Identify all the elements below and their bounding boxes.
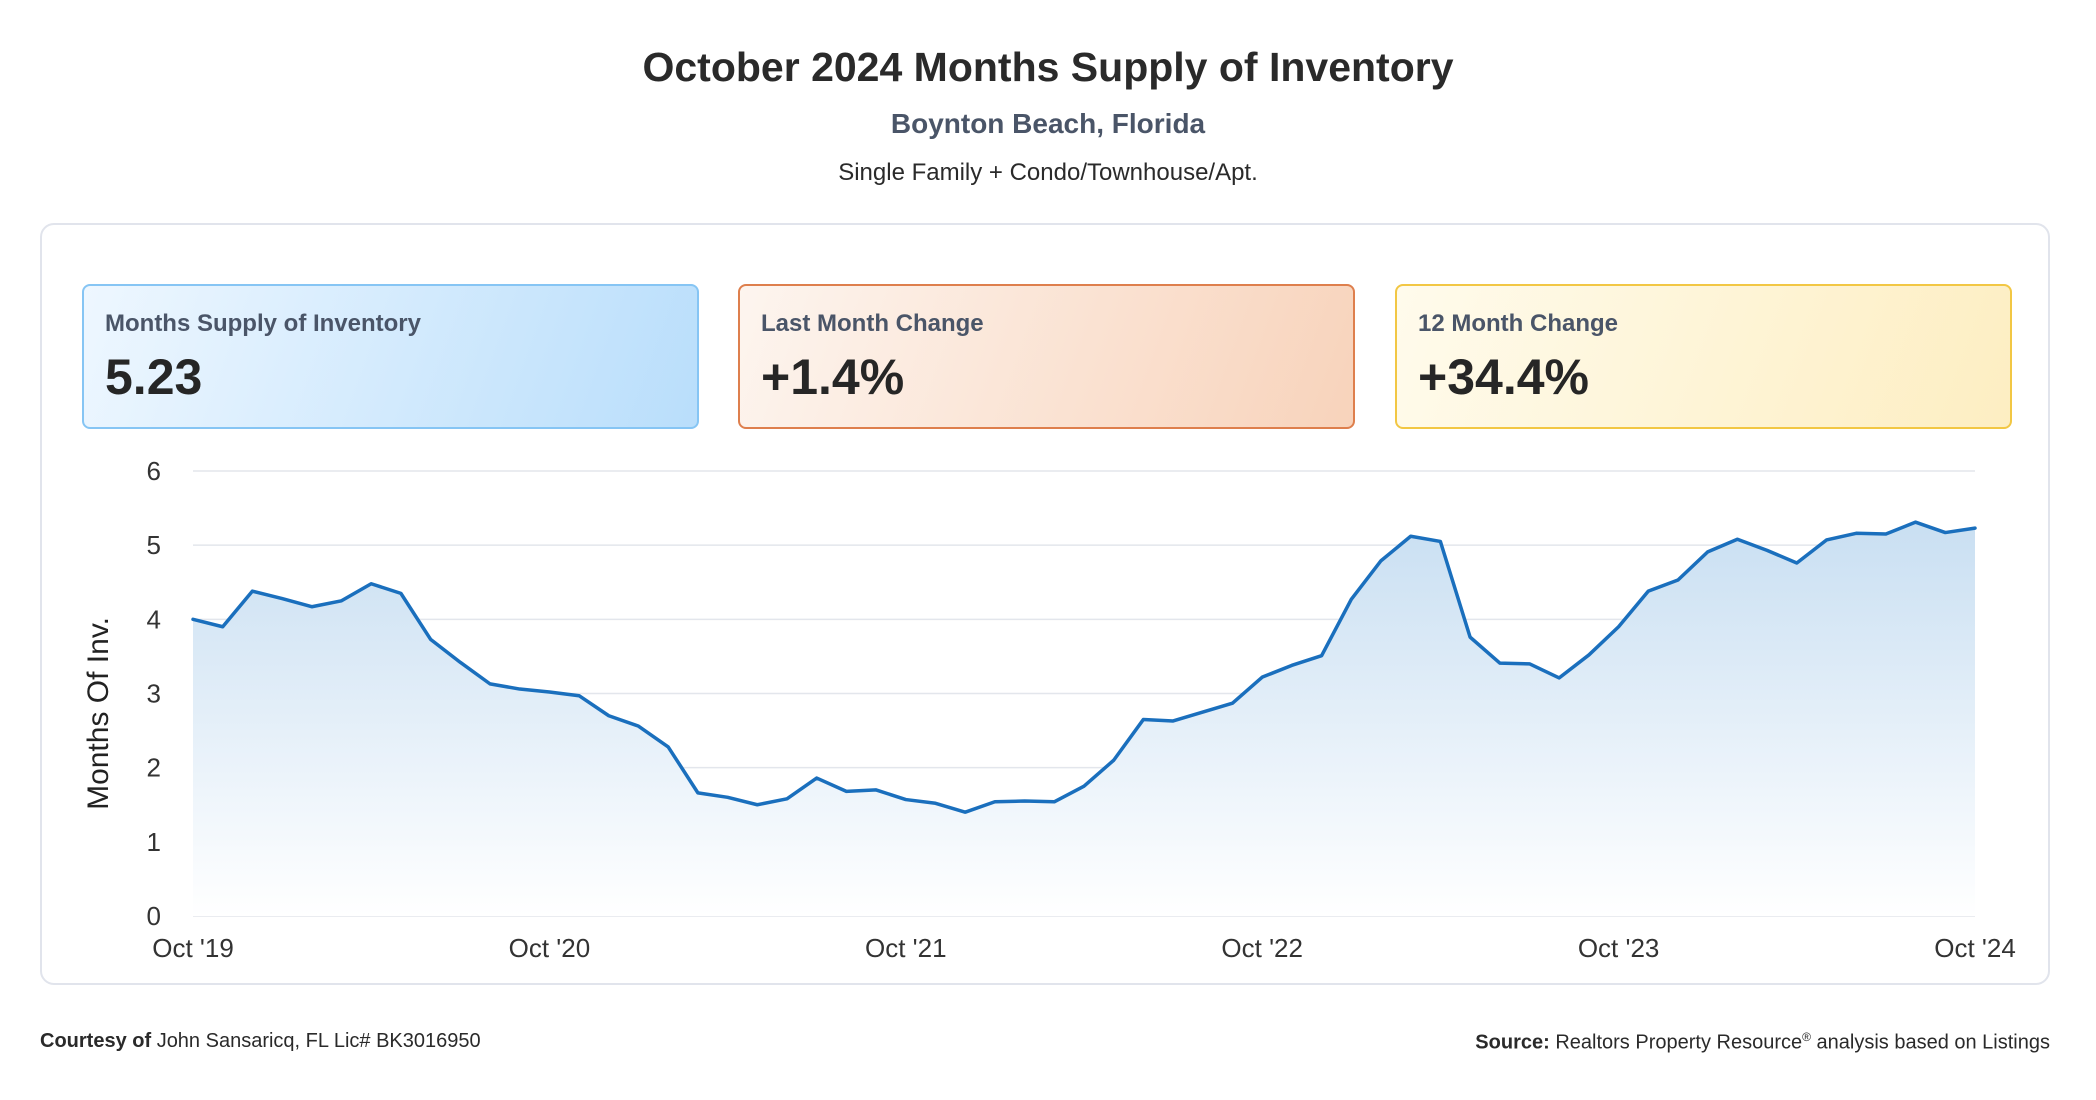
x-tick-label: Oct '22 bbox=[1221, 933, 1303, 963]
data-point bbox=[546, 689, 552, 695]
data-point bbox=[1170, 718, 1176, 724]
data-point bbox=[1378, 558, 1384, 564]
data-point bbox=[725, 794, 731, 800]
y-tick-label: 5 bbox=[147, 530, 161, 560]
data-point bbox=[457, 659, 463, 665]
data-point bbox=[1586, 652, 1592, 658]
data-point bbox=[279, 596, 285, 602]
data-point bbox=[487, 681, 493, 687]
data-point bbox=[843, 788, 849, 794]
data-point bbox=[1348, 596, 1354, 602]
data-point bbox=[903, 797, 909, 803]
data-point bbox=[665, 744, 671, 750]
data-point bbox=[1734, 536, 1740, 542]
data-point bbox=[754, 802, 760, 808]
last-month-change-card: Last Month Change +1.4% bbox=[738, 284, 1355, 429]
data-point bbox=[1467, 634, 1473, 640]
y-axis-title: Months Of Inv. bbox=[82, 617, 115, 810]
data-point bbox=[428, 636, 434, 642]
data-point bbox=[368, 581, 374, 587]
y-tick-label: 1 bbox=[147, 827, 161, 857]
data-point bbox=[1972, 525, 1978, 531]
data-point bbox=[992, 799, 998, 805]
data-point bbox=[1289, 662, 1295, 668]
y-tick-label: 6 bbox=[147, 456, 161, 486]
data-point bbox=[1527, 661, 1533, 667]
data-point bbox=[1408, 533, 1414, 539]
data-point bbox=[606, 713, 612, 719]
data-point bbox=[1764, 547, 1770, 553]
data-point bbox=[309, 604, 315, 610]
courtesy-footer: Courtesy of John Sansaricq, FL Lic# BK30… bbox=[40, 1030, 481, 1053]
data-point bbox=[190, 616, 196, 622]
x-tick-label: Oct '19 bbox=[152, 933, 234, 963]
twelve-month-change-label: 12 Month Change bbox=[1418, 310, 1619, 337]
data-point bbox=[1645, 588, 1651, 594]
y-tick-label: 4 bbox=[147, 604, 161, 634]
y-tick-label: 0 bbox=[147, 901, 161, 931]
data-point bbox=[695, 790, 701, 796]
data-point bbox=[873, 787, 879, 793]
data-point bbox=[1437, 538, 1443, 544]
data-point bbox=[1259, 674, 1265, 680]
data-point bbox=[1319, 653, 1325, 659]
data-point bbox=[1200, 709, 1206, 715]
data-point bbox=[1140, 716, 1146, 722]
area-fill bbox=[193, 522, 1975, 916]
data-point bbox=[1942, 530, 1948, 536]
data-point bbox=[784, 796, 790, 802]
source-label: Source: bbox=[1475, 1031, 1550, 1054]
data-point bbox=[220, 624, 226, 630]
y-tick-label: 2 bbox=[147, 753, 161, 783]
data-point bbox=[1616, 624, 1622, 630]
x-tick-label: Oct '21 bbox=[865, 933, 947, 963]
series-line bbox=[191, 520, 1977, 814]
data-point bbox=[398, 590, 404, 596]
twelve-month-change-value: +34.4% bbox=[1418, 349, 1589, 405]
months-supply-card: Months Supply of Inventory 5.23 bbox=[82, 284, 699, 429]
last-month-change-label: Last Month Change bbox=[761, 310, 984, 337]
x-tick-label: Oct '24 bbox=[1934, 933, 2016, 963]
data-point bbox=[1111, 757, 1117, 763]
data-point bbox=[1883, 531, 1889, 537]
data-point bbox=[1081, 783, 1087, 789]
data-point bbox=[933, 800, 939, 806]
data-point bbox=[1705, 549, 1711, 555]
data-point bbox=[1556, 675, 1562, 681]
data-point bbox=[1824, 537, 1830, 543]
registered-mark: ® bbox=[1802, 1030, 1811, 1044]
months-supply-label: Months Supply of Inventory bbox=[105, 310, 421, 337]
data-point bbox=[1230, 700, 1236, 706]
data-point bbox=[636, 723, 642, 729]
data-point bbox=[249, 588, 255, 594]
data-point bbox=[576, 693, 582, 699]
data-point bbox=[814, 775, 820, 781]
x-tick-label: Oct '20 bbox=[509, 933, 591, 963]
x-tick-label: Oct '23 bbox=[1578, 933, 1660, 963]
data-point bbox=[517, 686, 523, 692]
data-point bbox=[1497, 660, 1503, 666]
data-point bbox=[1051, 799, 1057, 805]
page-title: October 2024 Months Supply of Inventory bbox=[642, 44, 1454, 90]
data-point bbox=[1022, 798, 1028, 804]
data-point bbox=[962, 809, 968, 815]
data-point bbox=[1675, 577, 1681, 583]
property-types-subtitle: Single Family + Condo/Townhouse/Apt. bbox=[838, 159, 1258, 186]
data-point bbox=[339, 598, 345, 604]
courtesy-text: John Sansaricq, FL Lic# BK3016950 bbox=[156, 1030, 481, 1052]
data-point bbox=[1794, 560, 1800, 566]
location-subtitle: Boynton Beach, Florida bbox=[890, 108, 1206, 139]
twelve-month-change-card: 12 Month Change +34.4% bbox=[1395, 284, 2012, 429]
source-text-suffix: analysis based on Listings bbox=[1816, 1031, 2050, 1054]
source-footer: Source: Realtors Property Resource® anal… bbox=[1475, 1030, 2050, 1055]
source-text: Realtors Property Resource bbox=[1555, 1031, 1803, 1054]
data-point bbox=[1853, 530, 1859, 536]
courtesy-label: Courtesy of bbox=[40, 1030, 152, 1052]
months-supply-value: 5.23 bbox=[105, 349, 203, 405]
last-month-change-value: +1.4% bbox=[761, 349, 905, 405]
data-point bbox=[1913, 519, 1919, 525]
y-tick-label: 3 bbox=[147, 679, 161, 709]
